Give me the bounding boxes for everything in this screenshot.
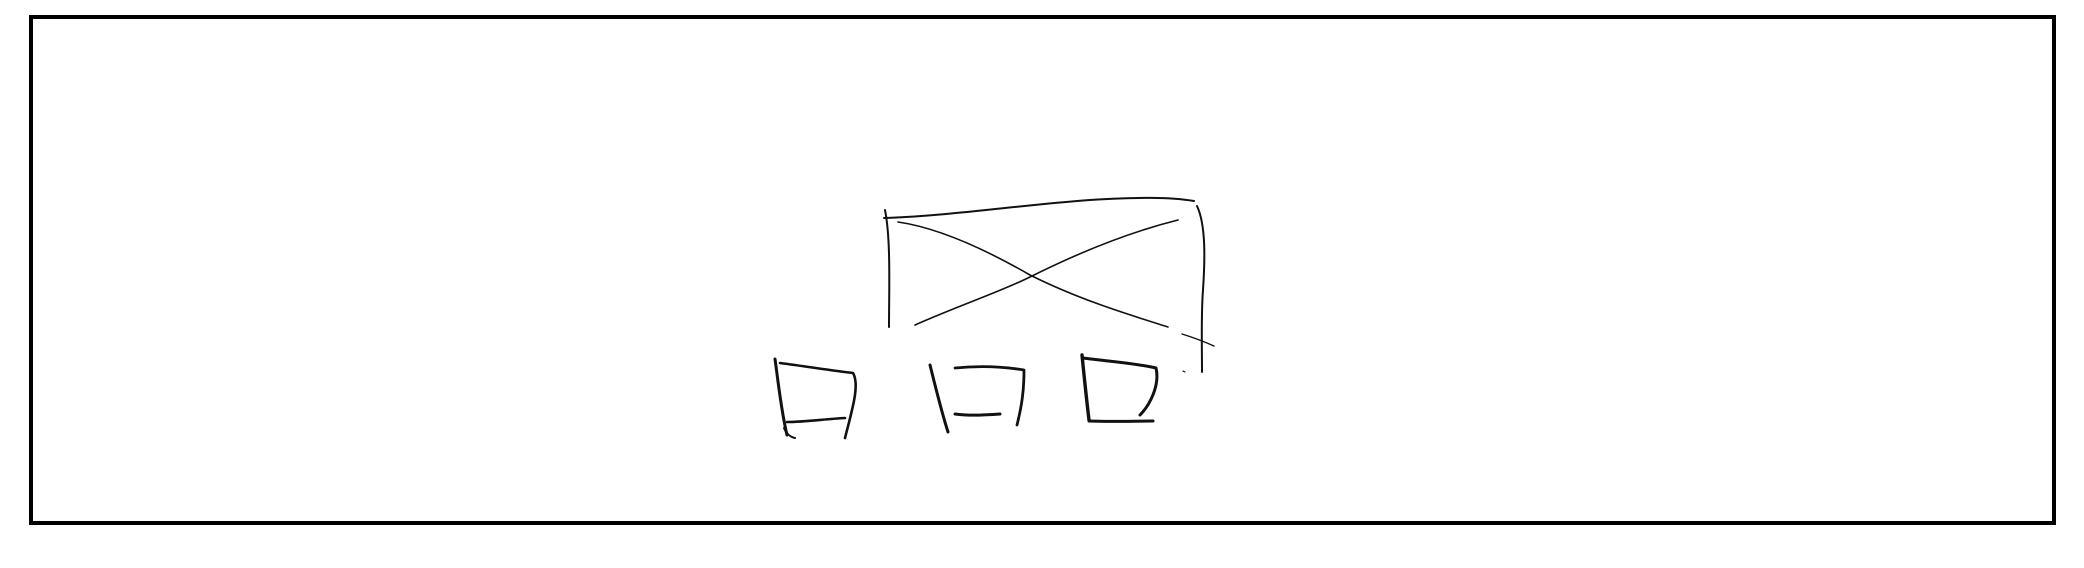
thumbnail-2 [928,363,1026,434]
placeholder-right-edge [1196,205,1206,373]
placeholder-left-edge [884,209,891,328]
placeholder-diagonal-1 [897,221,1169,328]
placeholder-top-edge [883,196,1195,219]
image-placeholder [883,196,1215,373]
thumbnail-1 [773,357,857,440]
placeholder-tail-stroke [1181,333,1215,347]
placeholder-diagonal-2 [914,219,1179,326]
thumbnail-3 [1080,353,1159,423]
outer-frame [29,15,2056,525]
placeholder-dot [1182,370,1186,373]
